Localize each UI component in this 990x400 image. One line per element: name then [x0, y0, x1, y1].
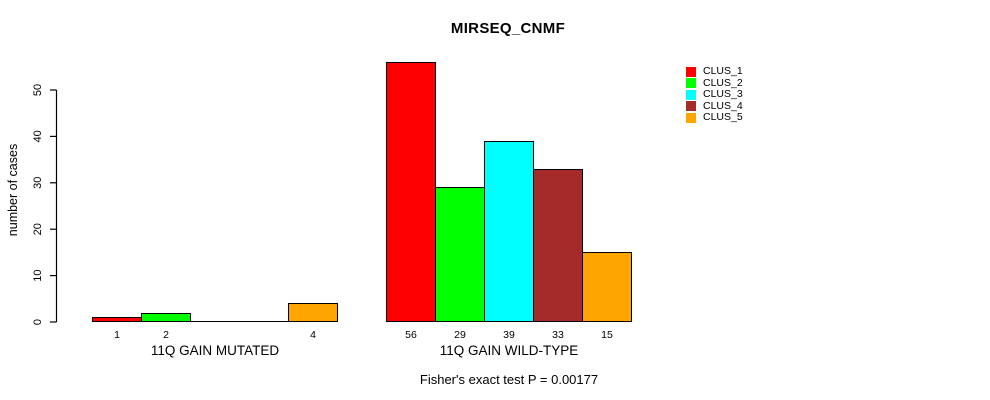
legend-item-clus_5: CLUS_5	[686, 112, 743, 124]
fisher-test-note: Fisher's exact test P = 0.00177	[419, 372, 599, 387]
group-label-wild-type: 11Q GAIN WILD-TYPE	[439, 343, 579, 358]
legend-label-clus_4: CLUS_4	[703, 99, 743, 112]
y-tick-label: 20	[32, 223, 44, 235]
y-tick-label: 50	[32, 84, 44, 96]
legend-item-clus_4: CLUS_4	[686, 99, 743, 113]
legend: CLUS_1 CLUS_2 CLUS_3 CLUS_4 CLUS_5	[686, 66, 743, 124]
legend-item-clus_3: CLUS_3	[686, 89, 743, 101]
bar-value-clus_2-wild-type: 29	[454, 329, 466, 341]
bar-clus_2-mutated	[141, 313, 191, 322]
y-tick-label: 40	[32, 130, 44, 142]
bar-value-clus_1-wild-type: 56	[405, 329, 417, 341]
bar-value-clus_1-mutated: 1	[114, 329, 120, 341]
bar-value-clus_4-wild-type: 33	[552, 329, 564, 341]
bar-value-clus_5-mutated: 4	[310, 329, 316, 341]
legend-item-clus_1: CLUS_1	[686, 66, 743, 78]
y-tick-label: 10	[32, 269, 44, 281]
bar-clus_1-wild-type	[386, 62, 436, 322]
legend-swatch-clus_4	[686, 101, 696, 112]
group-label-mutated: 11Q GAIN MUTATED	[150, 343, 280, 358]
bar-clus_4-wild-type	[533, 169, 583, 322]
y-tick-label: 0	[32, 319, 44, 325]
legend-swatch-clus_2	[686, 78, 696, 89]
chart-title: MIRSEQ_CNMF	[450, 20, 566, 37]
bar-clus_5-mutated	[288, 303, 338, 322]
y-tick-label: 30	[32, 177, 44, 189]
bar-value-clus_5-wild-type: 15	[601, 329, 613, 341]
legend-label-clus_5: CLUS_5	[703, 111, 743, 124]
bar-clus_5-wild-type	[582, 252, 632, 322]
bar-clus_4-mutated-zero	[239, 321, 289, 322]
bar-value-clus_3-wild-type: 39	[503, 329, 515, 341]
legend-swatch-clus_1	[686, 66, 696, 77]
bar-clus_1-mutated	[92, 317, 142, 322]
legend-label-clus_3: CLUS_3	[703, 88, 743, 101]
bar-value-clus_2-mutated: 2	[163, 329, 169, 341]
legend-item-clus_2: CLUS_2	[686, 76, 743, 90]
bar-clus_3-wild-type	[484, 141, 534, 322]
legend-label-clus_1: CLUS_1	[703, 65, 743, 78]
bar-clus_3-mutated-zero	[190, 321, 240, 322]
legend-swatch-clus_3	[686, 89, 696, 100]
legend-label-clus_2: CLUS_2	[703, 76, 743, 89]
legend-swatch-clus_5	[686, 112, 696, 123]
bar-clus_2-wild-type	[435, 187, 485, 322]
